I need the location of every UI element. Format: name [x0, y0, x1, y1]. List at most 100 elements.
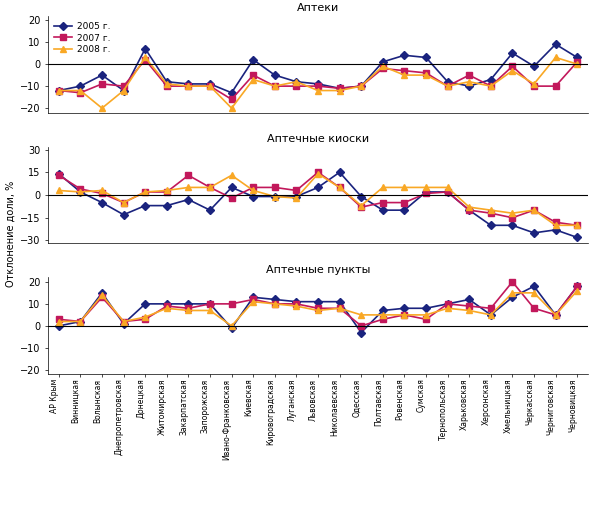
2008 г. — [487, 207, 494, 213]
2008 г. — [358, 202, 365, 209]
2005 г. — [509, 222, 516, 228]
2007 г. — [379, 316, 386, 322]
Line: 2008 г.: 2008 г. — [56, 288, 580, 329]
2008 г. — [422, 72, 430, 78]
2007 г. — [250, 184, 257, 190]
2008 г. — [574, 288, 581, 294]
2008 г. — [336, 184, 343, 190]
2008 г. — [250, 187, 257, 193]
2007 г. — [185, 83, 192, 89]
2007 г. — [358, 83, 365, 89]
2005 г. — [228, 184, 235, 190]
2007 г. — [77, 186, 84, 192]
2007 г. — [530, 305, 538, 311]
2005 г. — [444, 301, 451, 307]
2008 г. — [98, 105, 106, 111]
2007 г. — [250, 296, 257, 303]
2007 г. — [228, 301, 235, 307]
2008 г. — [487, 312, 494, 318]
2008 г. — [401, 184, 408, 190]
2008 г. — [142, 55, 149, 61]
2005 г. — [271, 72, 278, 78]
2005 г. — [552, 312, 559, 318]
2008 г. — [271, 83, 278, 89]
2007 г. — [185, 172, 192, 178]
Title: Аптечные киоски: Аптечные киоски — [267, 134, 369, 145]
2007 г. — [77, 89, 84, 96]
2007 г. — [574, 222, 581, 228]
2005 г. — [120, 87, 127, 94]
2005 г. — [379, 307, 386, 314]
2008 г. — [379, 312, 386, 318]
2005 г. — [444, 189, 451, 195]
2007 г. — [228, 96, 235, 102]
2005 г. — [185, 81, 192, 87]
Line: 2007 г.: 2007 г. — [56, 57, 580, 102]
2005 г. — [379, 59, 386, 65]
2007 г. — [422, 316, 430, 322]
2005 г. — [271, 296, 278, 303]
2007 г. — [336, 305, 343, 311]
2008 г. — [163, 187, 170, 193]
2007 г. — [422, 70, 430, 76]
Line: 2005 г.: 2005 г. — [56, 170, 580, 240]
2007 г. — [487, 305, 494, 311]
2008 г. — [120, 200, 127, 206]
2008 г. — [466, 204, 473, 210]
2007 г. — [466, 303, 473, 309]
2008 г. — [552, 222, 559, 228]
2007 г. — [142, 189, 149, 195]
2005 г. — [422, 189, 430, 195]
2005 г. — [77, 83, 84, 89]
2008 г. — [55, 187, 62, 193]
2005 г. — [530, 283, 538, 289]
2008 г. — [358, 83, 365, 89]
Title: Аптеки: Аптеки — [297, 4, 339, 14]
2007 г. — [314, 305, 322, 311]
2008 г. — [314, 87, 322, 94]
2008 г. — [293, 79, 300, 85]
2007 г. — [293, 187, 300, 193]
2007 г. — [271, 301, 278, 307]
2007 г. — [163, 83, 170, 89]
2008 г. — [55, 318, 62, 324]
2005 г. — [574, 235, 581, 241]
Line: 2005 г.: 2005 г. — [56, 283, 580, 335]
2008 г. — [142, 314, 149, 320]
Title: Аптечные пункты: Аптечные пункты — [266, 265, 370, 275]
2008 г. — [120, 318, 127, 324]
2007 г. — [55, 172, 62, 178]
2007 г. — [530, 83, 538, 89]
2007 г. — [206, 83, 214, 89]
2008 г. — [466, 307, 473, 314]
2005 г. — [487, 222, 494, 228]
2007 г. — [271, 83, 278, 89]
2005 г. — [466, 207, 473, 213]
2007 г. — [401, 312, 408, 318]
2007 г. — [142, 57, 149, 63]
2005 г. — [509, 294, 516, 301]
Text: Отклонение доли, %: Отклонение доли, % — [6, 181, 16, 287]
2005 г. — [336, 169, 343, 175]
2007 г. — [379, 200, 386, 206]
2007 г. — [163, 189, 170, 195]
2008 г. — [379, 184, 386, 190]
2008 г. — [530, 207, 538, 213]
2005 г. — [293, 298, 300, 305]
2007 г. — [401, 68, 408, 74]
Legend: 2005 г., 2007 г., 2008 г.: 2005 г., 2007 г., 2008 г. — [53, 20, 112, 56]
2005 г. — [487, 312, 494, 318]
2007 г. — [271, 184, 278, 190]
2008 г. — [444, 305, 451, 311]
2005 г. — [552, 227, 559, 233]
2005 г. — [271, 193, 278, 200]
2008 г. — [228, 105, 235, 111]
2007 г. — [574, 59, 581, 65]
2008 г. — [250, 298, 257, 305]
2005 г. — [77, 189, 84, 195]
2005 г. — [422, 55, 430, 61]
2005 г. — [422, 305, 430, 311]
2005 г. — [142, 301, 149, 307]
2005 г. — [466, 296, 473, 303]
2008 г. — [142, 189, 149, 195]
